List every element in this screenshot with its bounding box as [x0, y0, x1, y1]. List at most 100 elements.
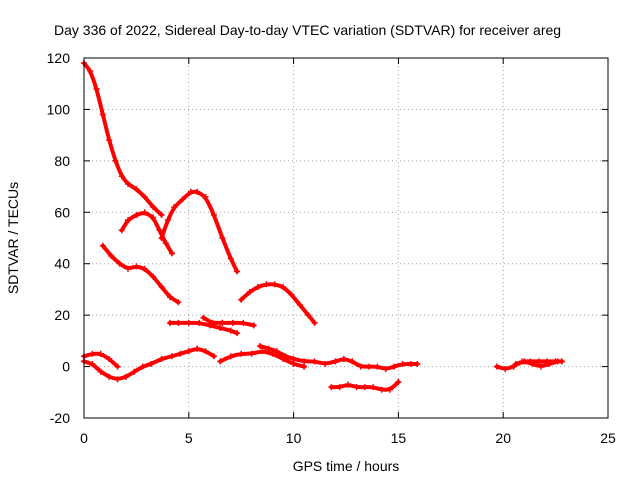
data-point-marker — [311, 319, 318, 326]
tick-labels: 0 5 10 15 20 25 -20 0 20 40 60 80 100 120 — [47, 50, 616, 446]
data-point-marker — [141, 265, 148, 272]
data-point-marker — [150, 273, 157, 280]
data-point-marker — [248, 350, 255, 357]
data-point-marker — [175, 319, 182, 326]
data-point-marker — [229, 319, 236, 326]
data-point-marker — [89, 361, 96, 367]
data-point-marker — [87, 67, 94, 74]
data-point-marker — [158, 283, 165, 290]
data-point-marker — [271, 281, 278, 288]
data-point-marker — [158, 211, 165, 218]
data-point-marker — [311, 358, 318, 365]
data-point-marker — [282, 353, 289, 360]
data-point-marker — [414, 361, 421, 367]
data-point-marker — [185, 319, 192, 326]
data-point-marker — [99, 242, 106, 249]
series-line — [100, 243, 181, 305]
data-point-marker — [407, 361, 414, 367]
data-point-marker — [378, 386, 385, 393]
data-point-marker — [361, 384, 368, 391]
series-line — [239, 282, 317, 325]
data-point-marker — [150, 204, 157, 211]
data-point-marker — [133, 263, 140, 270]
data-point-marker — [301, 358, 308, 365]
data-point-marker — [357, 363, 364, 370]
data-point-marker — [238, 296, 245, 303]
series-track-1 — [81, 60, 165, 218]
data-point-marker — [217, 325, 224, 331]
data-point-marker — [106, 373, 113, 380]
data-point-marker — [108, 253, 115, 259]
data-point-marker — [370, 384, 377, 391]
data-series — [81, 60, 565, 393]
grid — [83, 57, 609, 419]
y-tick-label: 120 — [47, 50, 71, 66]
data-point-marker — [546, 361, 553, 367]
data-point-marker — [118, 227, 125, 234]
data-point-marker — [399, 361, 406, 367]
plot-frame — [83, 57, 609, 419]
data-point-marker — [366, 363, 373, 370]
data-point-marker — [133, 186, 140, 193]
data-point-marker — [353, 384, 360, 391]
x-tick-label: 10 — [286, 430, 302, 446]
data-point-marker — [512, 361, 519, 367]
data-point-marker — [263, 281, 270, 288]
data-point-marker — [257, 343, 264, 349]
data-point-marker — [219, 235, 226, 241]
data-point-marker — [240, 319, 247, 326]
data-point-marker — [114, 363, 121, 370]
data-point-marker — [322, 361, 329, 367]
data-point-marker — [200, 314, 207, 321]
data-point-marker — [521, 358, 528, 365]
data-point-marker — [234, 330, 241, 337]
data-point-marker — [502, 366, 509, 373]
series-track-9 — [81, 345, 217, 383]
series-track-10 — [217, 348, 308, 370]
data-point-marker — [246, 289, 253, 295]
data-point-marker — [227, 353, 234, 360]
data-point-marker — [217, 358, 224, 365]
data-point-marker — [210, 353, 217, 360]
data-point-marker — [202, 193, 209, 200]
series-line — [218, 349, 307, 369]
data-point-marker — [139, 363, 146, 370]
data-point-marker — [118, 173, 125, 180]
data-point-marker — [125, 217, 132, 223]
y-tick-label: 100 — [47, 101, 71, 117]
data-point-marker — [89, 350, 96, 357]
data-point-marker — [374, 363, 381, 370]
data-point-marker — [349, 358, 356, 365]
data-point-marker — [529, 361, 536, 367]
y-tick-label: 60 — [54, 204, 70, 220]
data-point-marker — [194, 188, 201, 195]
x-tick-label: 15 — [391, 430, 407, 446]
data-point-marker — [194, 345, 201, 352]
y-axis-label: SDTVAR / TECUs — [5, 182, 21, 294]
data-point-marker — [227, 327, 234, 334]
data-point-marker — [171, 204, 178, 211]
x-tick-label: 20 — [495, 430, 511, 446]
data-point-marker — [99, 111, 106, 118]
data-point-marker — [166, 294, 173, 301]
data-point-marker — [234, 268, 241, 275]
data-point-marker — [141, 209, 148, 216]
data-point-marker — [259, 348, 266, 355]
data-point-marker — [296, 301, 303, 308]
data-point-marker — [125, 265, 132, 272]
data-point-marker — [164, 217, 171, 223]
data-point-marker — [391, 363, 398, 370]
series-line — [159, 189, 240, 274]
data-point-marker — [106, 137, 113, 144]
data-point-marker — [106, 355, 113, 362]
data-point-marker — [332, 358, 339, 365]
y-tick-label: 0 — [62, 359, 70, 375]
data-point-marker — [97, 350, 104, 357]
chart-title: Day 336 of 2022, Sidereal Day-to-day VTE… — [54, 22, 561, 38]
data-point-marker — [301, 363, 308, 370]
data-point-marker — [290, 355, 297, 362]
data-point-marker — [210, 211, 217, 218]
data-point-marker — [382, 366, 389, 373]
data-point-marker — [97, 368, 104, 375]
